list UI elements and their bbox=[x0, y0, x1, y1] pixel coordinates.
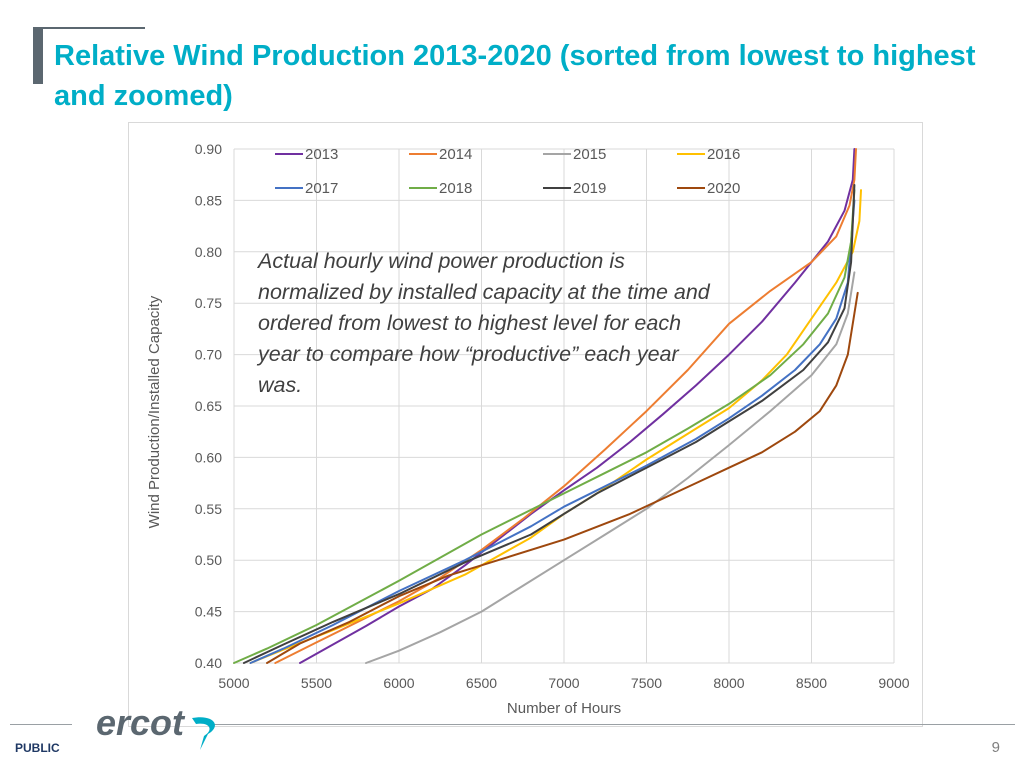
y-tick-label: 0.90 bbox=[195, 141, 222, 157]
x-tick-label: 9000 bbox=[878, 675, 909, 691]
slide-title: Relative Wind Production 2013-2020 (sort… bbox=[54, 40, 976, 112]
y-tick-label: 0.60 bbox=[195, 449, 222, 465]
legend-layer: 2013 2014 2015 2016 2017 2018 2019 2020 bbox=[275, 146, 740, 197]
title-accent-bar bbox=[33, 27, 43, 84]
series-line-2015 bbox=[365, 271, 856, 664]
y-tick-label: 0.70 bbox=[195, 347, 222, 363]
classification-label: PUBLIC bbox=[15, 741, 60, 755]
legend-label-2014: 2014 bbox=[439, 146, 472, 163]
footer-divider-right bbox=[212, 724, 1015, 725]
ercot-logo: ercot bbox=[96, 702, 215, 750]
line-chart: 0.40 0.45 0.50 0.55 0.60 0.65 0.70 0.75 0.80 0.85… bbox=[146, 141, 910, 717]
page-number: 9 bbox=[991, 739, 1000, 756]
y-axis-label: Wind Production/Installed Capacity bbox=[146, 295, 163, 528]
x-tick-label: 7500 bbox=[631, 675, 662, 691]
legend-label-2019: 2019 bbox=[573, 180, 606, 197]
x-tick-label: 6000 bbox=[383, 675, 414, 691]
series-line-2014 bbox=[274, 148, 857, 664]
logo-wordmark: ercot bbox=[96, 702, 186, 743]
x-tick-label: 6500 bbox=[466, 675, 497, 691]
axis-layer: 0.40 0.45 0.50 0.55 0.60 0.65 0.70 0.75 0.80 0.85… bbox=[146, 141, 910, 717]
y-tick-label: 0.65 bbox=[195, 398, 222, 414]
legend-label-2017: 2017 bbox=[305, 180, 338, 197]
footer-divider-left bbox=[10, 724, 72, 725]
series-line-2018 bbox=[233, 189, 856, 664]
x-axis-label: Number of Hours bbox=[507, 700, 621, 717]
grid-layer bbox=[233, 148, 895, 664]
x-tick-label: 5500 bbox=[301, 675, 332, 691]
series-line-2013 bbox=[299, 148, 856, 664]
chart-frame: 0.40 0.45 0.50 0.55 0.60 0.65 0.70 0.75 0.80 0.85… bbox=[128, 122, 923, 727]
legend-label-2015: 2015 bbox=[573, 146, 606, 163]
y-tick-label: 0.85 bbox=[195, 192, 222, 208]
x-tick-label: 8000 bbox=[713, 675, 744, 691]
legend-label-2020: 2020 bbox=[707, 180, 740, 197]
series-layer bbox=[233, 148, 862, 664]
title-accent-line bbox=[33, 27, 145, 29]
y-tick-label: 0.55 bbox=[195, 501, 222, 517]
legend-label-2016: 2016 bbox=[707, 146, 740, 163]
annotation-text: Actual hourly wind power production is n… bbox=[258, 249, 710, 397]
legend-label-2013: 2013 bbox=[305, 146, 338, 163]
y-tick-label: 0.40 bbox=[195, 655, 222, 671]
y-tick-label: 0.80 bbox=[195, 244, 222, 260]
series-line-2020 bbox=[266, 291, 859, 664]
y-tick-label: 0.75 bbox=[195, 295, 222, 311]
series-line-2016 bbox=[249, 189, 862, 664]
y-tick-label: 0.50 bbox=[195, 552, 222, 568]
x-tick-label: 8500 bbox=[796, 675, 827, 691]
series-line-2019 bbox=[242, 184, 856, 664]
x-tick-label: 7000 bbox=[548, 675, 579, 691]
x-tick-label: 5000 bbox=[218, 675, 249, 691]
y-tick-label: 0.45 bbox=[195, 604, 222, 620]
legend-label-2018: 2018 bbox=[439, 180, 472, 197]
logo-swoosh-icon bbox=[192, 717, 215, 750]
